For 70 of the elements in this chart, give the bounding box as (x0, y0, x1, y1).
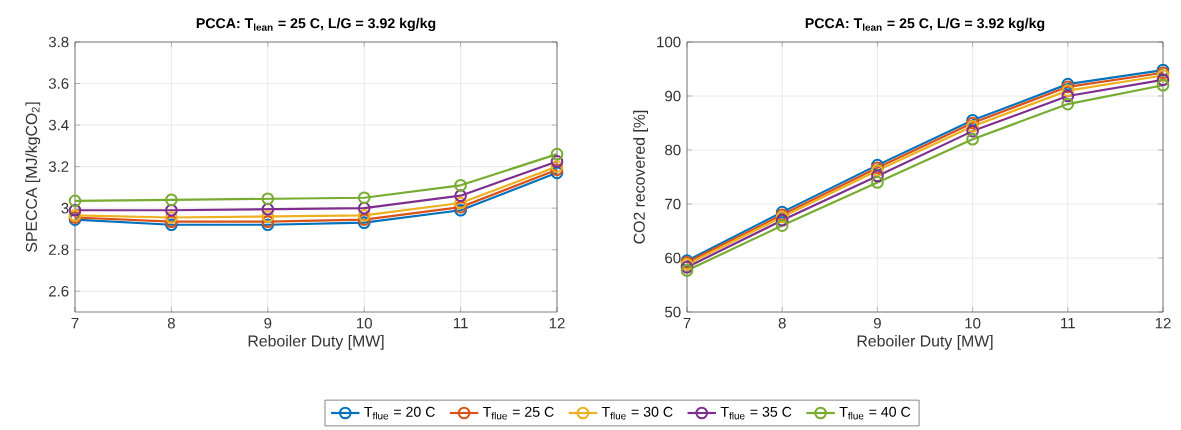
y-tick-label: 90 (665, 90, 681, 102)
point (454, 178, 467, 192)
y-tick-label: 80 (665, 144, 681, 156)
point (966, 132, 979, 146)
point (357, 216, 371, 230)
point (165, 218, 178, 232)
point (1061, 97, 1075, 111)
legend-label: T$_{flue}$ = 40 C (839, 406, 911, 420)
x-tick-label: 8 (167, 317, 175, 329)
point (680, 264, 694, 277)
point (261, 218, 275, 232)
legend-label: T$_{flue}$ = 35 C (720, 406, 792, 420)
x-axis-title: Reboiler Duty [MW] (857, 334, 993, 350)
point (550, 155, 564, 168)
point (775, 219, 789, 232)
point (550, 160, 564, 173)
point (550, 147, 564, 161)
y-axis-title: SPECCA [MJ/kgCO$_{2}$] (25, 102, 41, 252)
y-tick-label: 3.6 (48, 78, 69, 89)
y-tick-label: 60 (665, 252, 681, 264)
point (871, 176, 884, 189)
point (261, 215, 275, 228)
point (1156, 73, 1170, 87)
legend-label: T$_{flue}$ = 20 C (364, 406, 435, 420)
point (68, 194, 82, 208)
legend-label: T$_{flue}$ = 30 C (601, 406, 673, 420)
point (68, 203, 82, 217)
y-tick-label: 70 (665, 198, 681, 210)
point (357, 201, 371, 215)
point (871, 169, 884, 183)
point (165, 193, 178, 207)
chart-title: PCCA: T$_{lean}$ = 25 C, L/G = 3.92 kg/kg (805, 17, 1045, 32)
x-tick-label: 12 (549, 317, 565, 329)
legend-label: T$_{flue}$ = 25 C (483, 406, 554, 420)
point (357, 191, 371, 205)
y-tick-label: 3.4 (48, 119, 69, 131)
point (1061, 84, 1075, 97)
x-tick-label: 12 (1155, 317, 1171, 329)
point (966, 124, 979, 138)
x-axis-title: Reboiler Duty [MW] (248, 334, 384, 350)
x-tick-label: 11 (1061, 317, 1075, 329)
point (454, 189, 467, 203)
point (357, 213, 371, 226)
x-tick-label: 8 (778, 317, 786, 329)
point (261, 202, 275, 216)
point (165, 203, 178, 217)
y-tick-label: 3.8 (48, 36, 69, 48)
point (1061, 89, 1075, 103)
point (1156, 78, 1170, 92)
y-tick-label: 3.2 (48, 161, 69, 172)
point (357, 209, 371, 222)
y-tick-label: 2.8 (49, 244, 69, 256)
y-tick-label: 50 (665, 306, 681, 318)
y-tick-label: 3 (61, 202, 69, 214)
point (165, 215, 178, 228)
x-tick-label: 9 (873, 317, 881, 329)
x-tick-label: 7 (683, 317, 691, 329)
y-tick-label: 2.6 (49, 285, 69, 297)
point (165, 211, 178, 224)
point (261, 210, 275, 223)
point (261, 192, 275, 206)
x-tick-label: 7 (71, 317, 79, 329)
y-tick-label: 100 (657, 36, 681, 48)
x-tick-label: 10 (965, 317, 981, 329)
x-tick-label: 10 (357, 317, 372, 329)
y-axis-title: CO2 recovered [%] (633, 110, 648, 244)
x-tick-label: 11 (453, 317, 468, 329)
x-tick-label: 9 (264, 317, 272, 329)
point (454, 196, 467, 210)
chart-title: PCCA: T$_{lean}$ = 25 C, L/G = 3.92 kg/kg (196, 17, 436, 32)
